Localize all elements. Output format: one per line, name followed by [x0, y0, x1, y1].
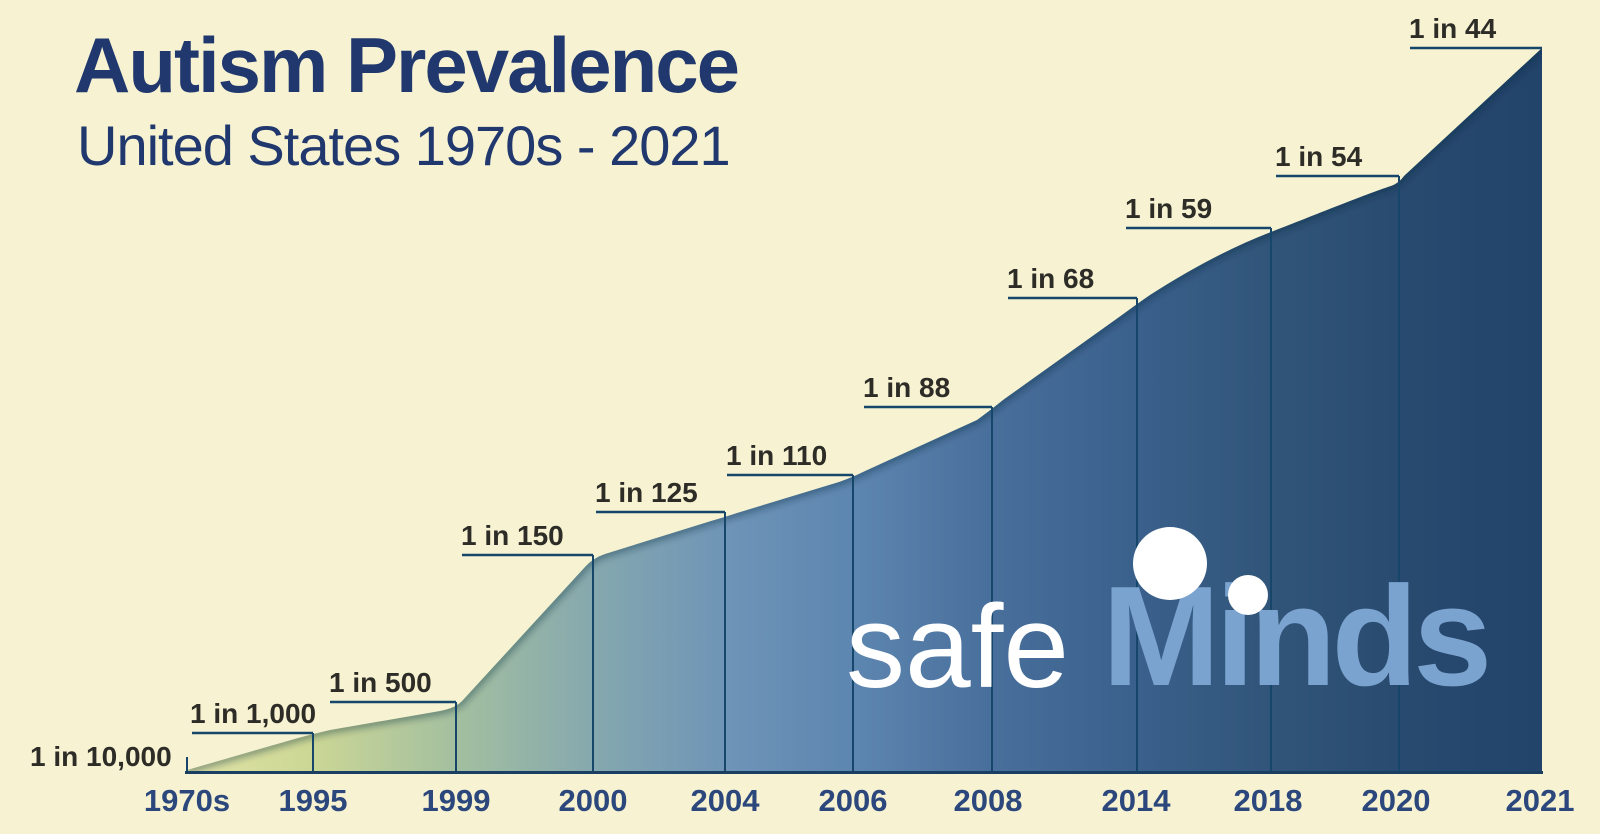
data-label-2018: 1 in 59 [1125, 193, 1213, 224]
page-subtitle: United States 1970s - 2021 [77, 114, 731, 177]
prevalence-area [187, 48, 1542, 772]
x-tick-2004: 2004 [690, 783, 760, 818]
logo-safeminds-safe: safe [846, 581, 1070, 713]
x-tick-2021: 2021 [1505, 783, 1575, 818]
logo-dot-large-icon [1133, 527, 1207, 600]
x-tick-2000: 2000 [558, 783, 628, 818]
x-tick-2008: 2008 [953, 783, 1023, 818]
x-tick-2014: 2014 [1101, 783, 1171, 818]
data-label-2008: 1 in 88 [863, 372, 951, 403]
logo-dot-small-icon [1228, 575, 1268, 615]
x-tick-2020: 2020 [1361, 783, 1431, 818]
x-tick-1995: 1995 [278, 783, 348, 818]
page-title: Autism Prevalence [74, 21, 740, 109]
data-label-1999: 1 in 500 [329, 667, 432, 698]
data-label-2000: 1 in 150 [461, 520, 564, 551]
data-label-2004: 1 in 125 [595, 477, 698, 508]
data-label-2021: 1 in 44 [1409, 13, 1497, 44]
x-tick-2018: 2018 [1233, 783, 1303, 818]
x-tick-2006: 2006 [818, 783, 888, 818]
data-label-2020: 1 in 54 [1275, 141, 1363, 172]
data-label-2014: 1 in 68 [1007, 263, 1095, 294]
data-label-1970s: 1 in 10,000 [30, 741, 172, 772]
x-tick-1999: 1999 [421, 783, 491, 818]
data-label-1995: 1 in 1,000 [190, 698, 317, 729]
callout-rules [192, 46, 1542, 735]
data-label-2006: 1 in 110 [726, 440, 828, 471]
x-tick-1970s: 1970s [143, 783, 231, 818]
year-marker-lines [186, 176, 1400, 772]
